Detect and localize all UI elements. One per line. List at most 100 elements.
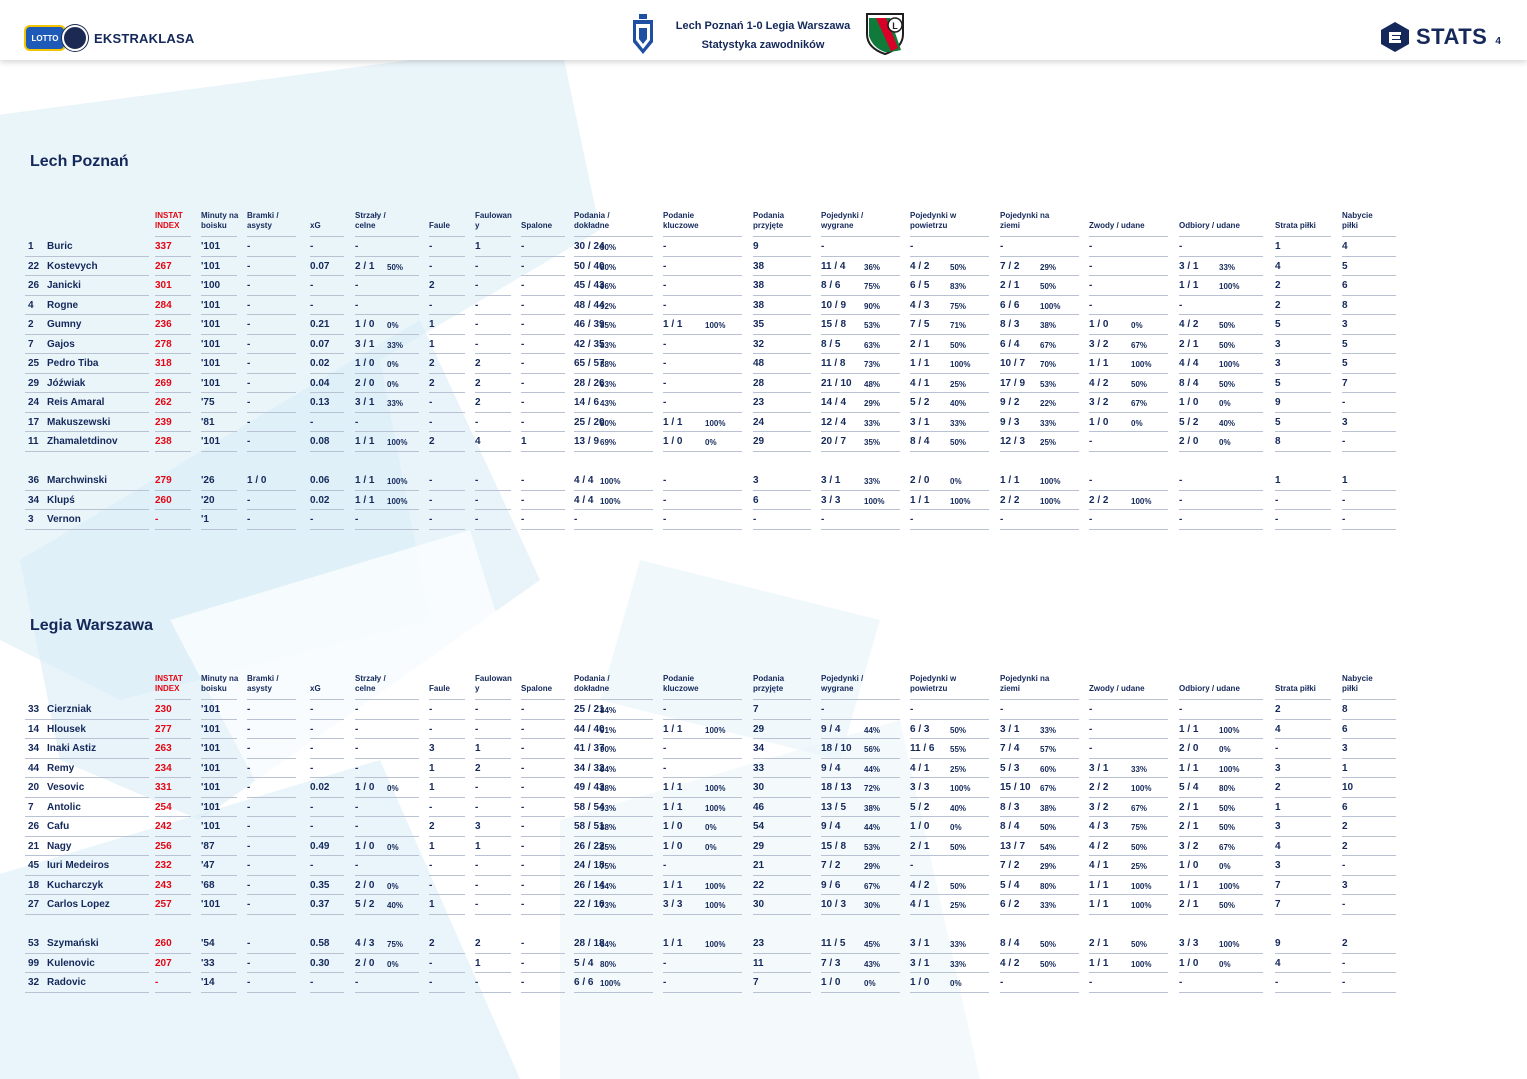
row-rule [1275,489,1331,491]
passes-percent: 43% [600,399,617,408]
xg-cell: - [310,762,314,774]
goals-assists-cell: - [247,801,251,813]
offsides-cell: - [521,299,525,311]
dribbles-cell: - [1089,260,1093,272]
ground-duels-percent: 33% [1040,901,1057,910]
passes-percent: 90% [600,745,617,754]
key-passes-cell: 1 / 1 [663,801,683,813]
goals-assists-cell: - [247,821,251,832]
row-rule [1179,796,1263,798]
ball-recoveries-cell: 2 [1342,938,1348,949]
header-rule [1000,236,1079,237]
table-row: 99 Kulenovic 207 '33 - 0.30 2 / 0 0% - 1 - 5 / 4 80%… [25,954,1405,973]
header-rule [1089,699,1168,700]
ball-losses-cell: - [1275,743,1279,754]
row-rule [1342,835,1396,837]
ground-duels-cell: 15 / 10 [1000,782,1031,793]
ground-duels-cell: - [1000,704,1004,715]
row-rule [574,372,653,374]
shots-percent: 0% [387,784,399,793]
shots-percent: 50% [387,262,404,272]
row-rule [663,353,742,354]
passes-percent: 84% [600,706,617,715]
row-rule [521,777,565,778]
ball-recoveries-cell: 5 [1342,338,1348,350]
minutes-cell: '101 [201,338,221,350]
row-rule [1275,835,1331,837]
row-rule [753,333,811,335]
row-rule [753,392,811,393]
table-row: 34 Klupś 260 '20 - 0.02 1 / 1 100% - - - 4 / 4 100% -… [25,491,1405,510]
row-rule [521,855,565,856]
column-header-line2: dokładne [574,684,610,693]
row-rule [521,738,565,739]
aerial-duels-percent: 100% [950,784,971,793]
row-rule [1000,431,1079,432]
duels-cell: 18 / 13 [821,782,852,793]
fouled-cell: - [475,801,479,813]
table-row: 26 Janicki 301'100- - -2- -45 / 43 96% -38 8 / 6… [25,276,1405,296]
row-rule [429,913,465,915]
tackles-cell: - [1179,977,1183,988]
row-rule [663,392,742,393]
row-rule [1275,372,1331,374]
ball-recoveries-cell: 8 [1342,704,1348,715]
goals-assists-cell: - [247,879,251,891]
shots-cell: - [355,280,359,291]
shirt-number-cell: 34 [28,494,40,506]
column-header-line2: asysty [247,684,272,693]
offsides-cell: - [521,899,525,910]
passes-percent: 64% [600,940,617,949]
lotto-badge: LOTTO [24,25,66,51]
column-header-dribbles: Zwody / udane [1089,211,1145,231]
ball-losses-cell: 2 [1275,280,1281,291]
passes-received-cell: 38 [753,280,765,291]
shots-percent: 100% [387,496,408,506]
offsides-cell: - [521,241,525,252]
key-passes-percent: 100% [705,803,726,813]
row-rule [1275,431,1331,432]
duels-percent: 44% [864,823,881,832]
ball-recoveries-cell: - [1342,397,1346,408]
ball-losses-cell: - [1275,494,1279,506]
shots-cell: 3 / 1 [355,338,375,350]
goals-assists-cell: - [247,723,251,735]
tackles-percent: 0% [1219,438,1231,447]
instat-index-cell: 279 [155,475,172,486]
shots-cell: 2 / 1 [355,260,375,272]
row-rule [355,913,419,915]
row-rule [753,314,811,315]
tackles-cell: - [1179,299,1183,311]
dribbles-cell: 2 / 2 [1089,494,1109,506]
passes-percent: 93% [600,803,617,813]
minutes-cell: '14 [201,977,215,988]
key-passes-cell: - [663,475,667,486]
ground-duels-cell: 4 / 2 [1000,957,1020,969]
duels-percent: 90% [864,301,881,311]
goals-assists-cell: 1 / 0 [247,475,267,486]
fouled-cell: 1 [475,840,481,852]
shirt-number-cell: 29 [28,377,40,389]
header-rule [1089,236,1168,237]
row-rule [574,294,653,296]
shots-percent: 33% [387,340,404,350]
passes-percent: 94% [600,764,617,774]
minutes-cell: '101 [201,743,221,754]
lech-crest-icon [633,14,653,54]
row-rule [821,333,900,335]
shirt-number-cell: 18 [28,879,40,891]
dribbles-cell: 1 / 1 [1089,879,1109,891]
table-row: 33 Cierzniak 230 '101 - - - - - - 25 / 21 84% - 7 - - - -… [25,700,1405,720]
ekstraklasa-logo: LOTTO EKSTRAKLASA [24,25,194,51]
key-passes-cell: - [663,280,667,291]
offsides-cell: - [521,475,525,486]
shots-cell: - [355,416,359,428]
tackles-percent: 100% [1219,940,1240,949]
row-rule [753,275,811,276]
shirt-number-cell: 24 [28,397,40,408]
row-rule [1089,913,1168,915]
table-row: 24 Reis Amaral 262 '75 - 0.13 3 / 1 33% - 2 - 14 / … [25,393,1405,413]
row-rule [910,509,989,510]
row-rule [1089,353,1168,354]
column-header-minutes: Minuty na boisku [201,674,238,694]
